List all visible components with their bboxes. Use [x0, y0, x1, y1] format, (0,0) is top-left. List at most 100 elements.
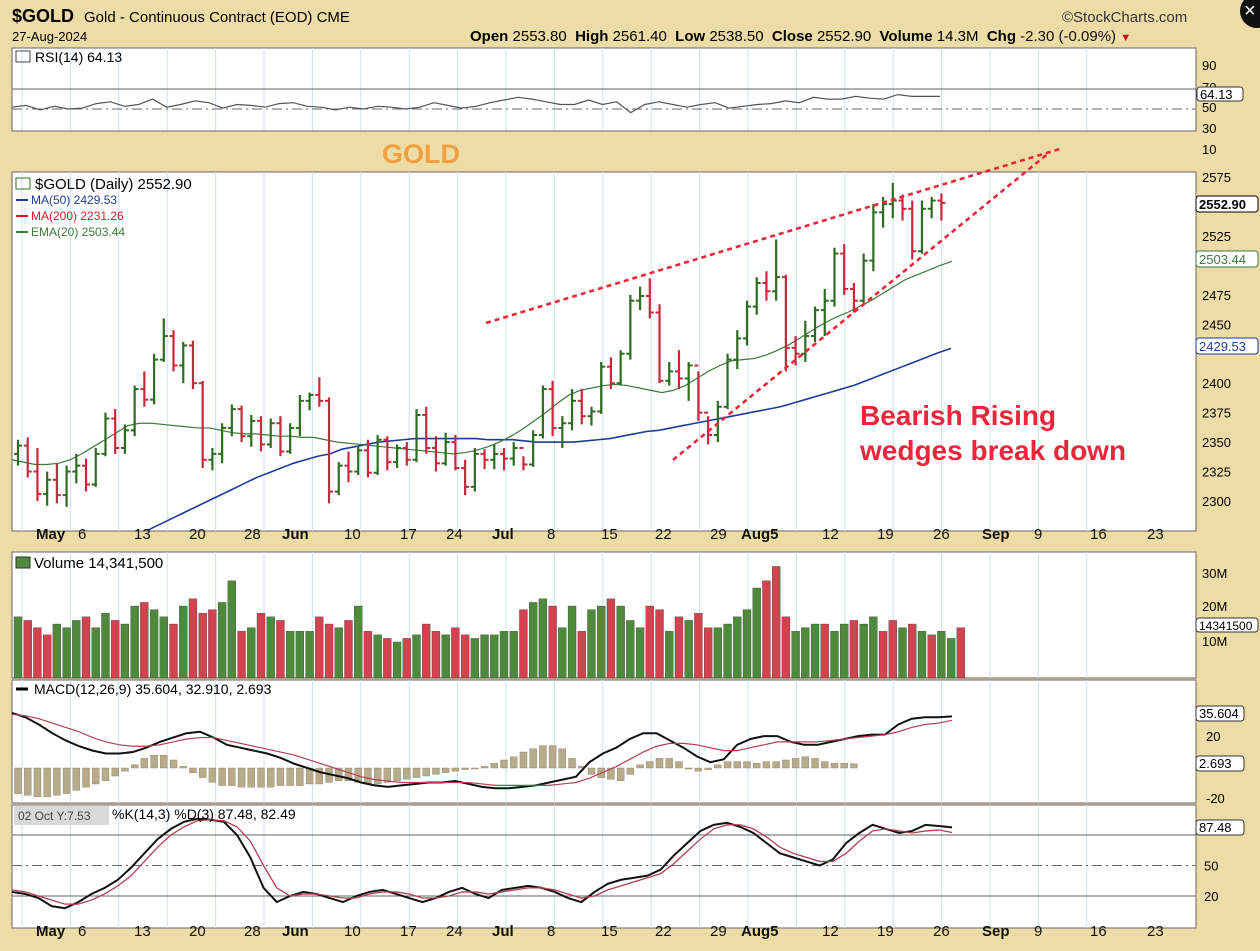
- rsi-line: [11, 93, 940, 114]
- volume-bar: [567, 605, 577, 679]
- volume-bar: [597, 605, 606, 679]
- macd-hist-bar: [616, 767, 625, 782]
- volume-bar: [130, 605, 139, 679]
- macd-hist-bar: [568, 758, 576, 769]
- volume-bar: [830, 631, 839, 679]
- close-icon[interactable]: ×: [1240, 0, 1260, 28]
- price-y-tick: 2575: [1202, 170, 1231, 185]
- volume-bar: [470, 638, 479, 679]
- x-tick-label: 13: [134, 923, 151, 940]
- x-tick-label: 6: [78, 923, 86, 940]
- volume-bar: [703, 627, 713, 679]
- x-tick-label: 8: [547, 526, 555, 543]
- price-icon: [15, 177, 31, 190]
- volume-bar: [752, 587, 761, 679]
- volume-bar: [927, 634, 936, 679]
- volume-last-label: 14341500: [1199, 619, 1253, 633]
- volume-bar: [898, 627, 907, 679]
- macd-hist-bar: [315, 767, 324, 785]
- macd-hist-bar: [753, 763, 761, 769]
- rsi-icon: [15, 50, 31, 63]
- x-tick-label: 20: [189, 923, 206, 940]
- x-tick-label: 22: [655, 923, 672, 940]
- gold-annotation: GOLD: [382, 139, 460, 169]
- x-tick-label: 19: [877, 526, 894, 543]
- volume-bar: [946, 638, 956, 679]
- volume-bar: [908, 623, 917, 679]
- volume-bar: [305, 631, 314, 679]
- x-tick-label: 13: [134, 526, 151, 543]
- stoch-y-tick: 50: [1204, 859, 1218, 874]
- price-title: $GOLD (Daily) 2552.90: [35, 176, 192, 193]
- x-tick-label: Jun: [282, 526, 309, 543]
- macd-hist-bar: [772, 761, 780, 769]
- volume-bar: [694, 613, 703, 679]
- price-y-tick: 2350: [1202, 435, 1231, 450]
- panel-stoch: [11, 804, 1197, 929]
- macd-hist-bar: [150, 755, 158, 769]
- open-label: Open: [470, 28, 509, 45]
- volume-bar: [324, 623, 334, 679]
- legend-entry: MA(50) 2429.53: [31, 193, 117, 207]
- macd-hist-bar: [111, 767, 119, 777]
- low-value: 2538.50: [709, 28, 764, 45]
- macd-hist-bar: [850, 763, 858, 769]
- x-tick-label: Jul: [492, 923, 514, 940]
- x-tick-label: Aug5: [741, 526, 779, 543]
- volume-bar: [480, 634, 489, 679]
- wedge-lower-line: [672, 150, 1051, 462]
- macd-last-box: [1195, 705, 1245, 722]
- volume-bar: [538, 598, 548, 679]
- macd-y-tick: 20: [1206, 729, 1220, 744]
- macd-hist-bar: [636, 764, 644, 769]
- volume-bar: [140, 602, 149, 679]
- x-tick-label: May: [36, 923, 66, 940]
- macd-hist-bar: [344, 767, 353, 782]
- down-arrow-icon: ▼: [1120, 32, 1132, 44]
- source-logo[interactable]: ©StockCharts.com: [1062, 9, 1188, 26]
- macd-hist-bar: [364, 767, 372, 785]
- volume-bar: [91, 627, 100, 679]
- open-value: 2553.80: [512, 28, 567, 45]
- volume-label: Volume: [879, 28, 933, 45]
- volume-bar: [917, 631, 927, 679]
- volume-bar: [217, 602, 227, 679]
- volume-bar: [937, 631, 946, 679]
- macd-hist-bar: [247, 767, 255, 788]
- volume-bar: [247, 627, 256, 679]
- low-label: Low: [675, 28, 706, 45]
- macd-hist-bar: [432, 767, 440, 775]
- volume-bar: [13, 616, 23, 679]
- macd-hist-bar: [461, 767, 469, 770]
- chg-value: -2.30 (-0.09%): [1020, 28, 1117, 45]
- x-tick-label: 6: [78, 526, 86, 543]
- macd-hist-bar: [811, 758, 819, 769]
- volume-icon: [15, 556, 31, 569]
- volume-bar: [519, 609, 528, 679]
- x-tick-label: 28: [244, 526, 261, 543]
- volume-bar: [713, 627, 722, 679]
- volume-bar: [606, 598, 616, 679]
- rsi-title: RSI(14) 64.13: [35, 49, 122, 65]
- macd-hist-bar: [694, 767, 703, 772]
- volume-bar: [422, 623, 431, 679]
- x-tick-label: 9: [1034, 526, 1042, 543]
- macd-hist-bar: [179, 766, 187, 769]
- x-tick-label: 29: [710, 526, 727, 543]
- x-tick-label: 16: [1090, 923, 1107, 940]
- price-y-tick: 2375: [1202, 406, 1231, 421]
- volume-bar: [276, 620, 285, 679]
- macd-hist-bar: [208, 767, 217, 783]
- macd-hist-bar: [62, 767, 71, 794]
- volume-bar: [159, 616, 168, 679]
- x-tick-label: 26: [933, 923, 950, 940]
- macd-hist-bar: [24, 767, 32, 796]
- macd-hist-bar: [383, 767, 392, 783]
- macd-hist-bar: [480, 766, 489, 769]
- macd-hist-bar: [43, 767, 51, 797]
- macd-hist-bar: [548, 745, 557, 769]
- macd-hist-bar: [140, 758, 149, 769]
- volume-bar: [23, 620, 32, 679]
- macd-hist-bar: [335, 767, 343, 782]
